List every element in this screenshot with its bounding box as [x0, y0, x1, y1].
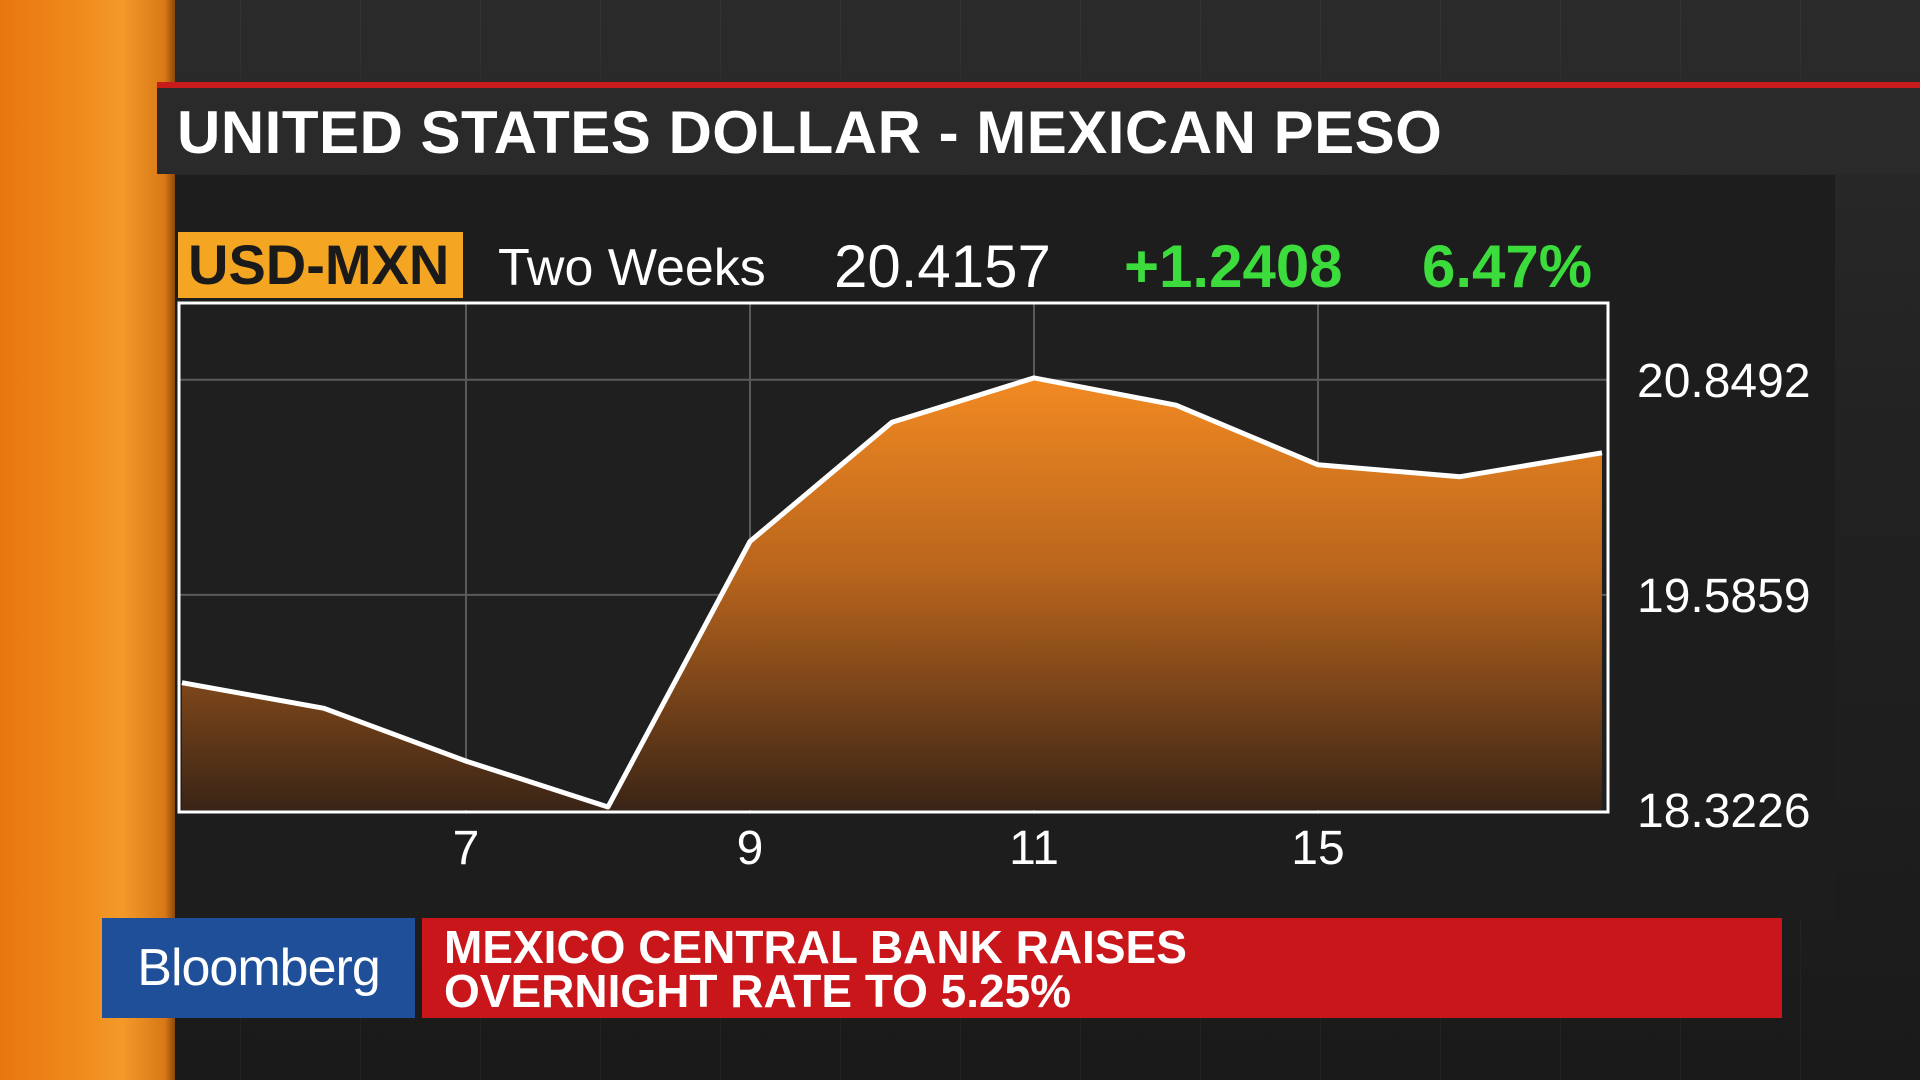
lower-third: Bloomberg MEXICO CENTRAL BANK RAISES OVE…: [102, 918, 1782, 1018]
x-tick-label: 15: [1291, 822, 1344, 875]
net-change: +1.2408: [1124, 233, 1343, 300]
percent-change: 6.47%: [1422, 233, 1593, 300]
plot-frame: [177, 301, 1610, 814]
x-tick-label: 7: [453, 822, 480, 875]
price-area: [182, 377, 1602, 810]
left-accent-strip: [0, 0, 175, 1080]
chart-title: UNITED STATES DOLLAR - MEXICAN PESO: [177, 99, 1443, 166]
headline-line-2: OVERNIGHT RATE TO 5.25%: [444, 965, 1072, 1017]
brand-logo: Bloomberg: [102, 918, 415, 1018]
x-axis-ticks: 7 9 11 15: [453, 822, 1345, 875]
period-label: Two Weeks: [498, 239, 766, 297]
y-axis-ticks: 20.8492 19.5859 18.3226: [1637, 355, 1811, 838]
price-line: [181, 375, 1603, 810]
ticker-badge: USD-MXN: [178, 232, 464, 298]
last-price: 20.4157: [834, 233, 1051, 300]
x-tick-label: 9: [737, 822, 764, 875]
y-tick-label: 20.8492: [1637, 355, 1811, 408]
headline-line-1: MEXICO CENTRAL BANK RAISES: [444, 921, 1187, 973]
y-tick-label: 19.5859: [1637, 570, 1811, 623]
x-tick-label: 11: [1009, 822, 1059, 875]
y-tick-label: 18.3226: [1637, 785, 1811, 838]
title-bar: UNITED STATES DOLLAR - MEXICAN PESO: [157, 82, 1920, 174]
quote-header: USD-MXN Two Weeks 20.4157 +1.2408 6.47%: [178, 232, 1608, 300]
headline-banner: MEXICO CENTRAL BANK RAISES OVERNIGHT RAT…: [422, 918, 1782, 1018]
